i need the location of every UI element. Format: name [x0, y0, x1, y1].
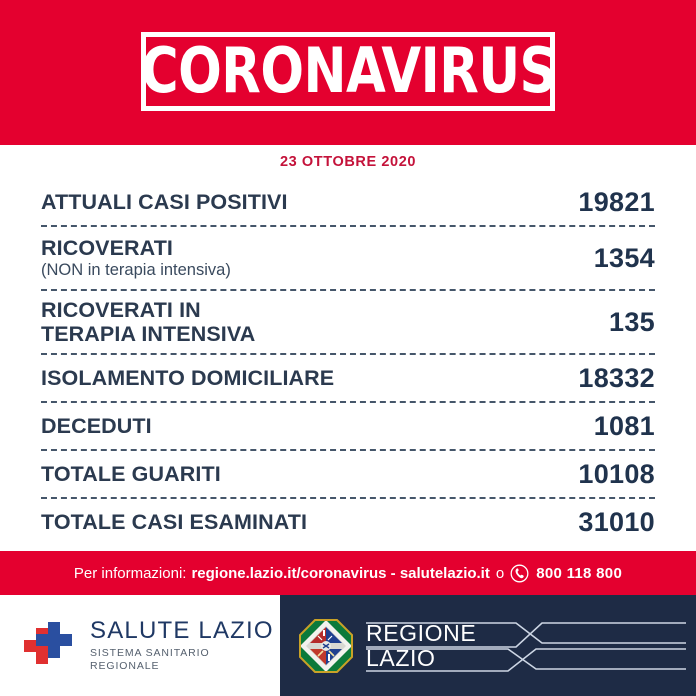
row-divider: [41, 225, 655, 227]
row-label-group: RICOVERATI (NON in terapia intensiva): [41, 236, 231, 280]
row-label: TOTALE GUARITI: [41, 462, 221, 486]
table-row: ISOLAMENTO DOMICILIARE 18332: [41, 355, 655, 401]
info-line: Per informazioni: regione.lazio.it/coron…: [74, 564, 622, 583]
salute-lazio-logo: SALUTE LAZIO SISTEMA SANITARIO REGIONALE: [0, 595, 280, 696]
table-row: RICOVERATI (NON in terapia intensiva) 13…: [41, 227, 655, 289]
row-label-group: ATTUALI CASI POSITIVI: [41, 190, 288, 214]
row-label-group: TOTALE GUARITI: [41, 462, 221, 486]
row-value: 1354: [593, 242, 655, 273]
table-row: TOTALE CASI ESAMINATI 31010: [41, 499, 655, 545]
table-row: TOTALE GUARITI 10108: [41, 451, 655, 497]
health-cross-icon: [22, 619, 76, 673]
regione-lazio-wordmark: REGIONE LAZIO: [366, 617, 686, 675]
row-sublabel: (NON in terapia intensiva): [41, 261, 231, 279]
page-title: CORONAVIRUS: [140, 34, 556, 108]
regione-line-1: REGIONE: [366, 619, 477, 646]
row-label: RICOVERATI IN: [41, 298, 201, 322]
phone-in-circle-icon: [510, 564, 529, 583]
table-row: ATTUALI CASI POSITIVI 19821: [41, 179, 655, 225]
row-divider: [41, 497, 655, 499]
row-label-second-line: TERAPIA INTENSIVA: [41, 322, 256, 346]
date-row: 23 OTTOBRE 2020: [0, 145, 696, 179]
row-label: ATTUALI CASI POSITIVI: [41, 190, 288, 214]
row-label-group: DECEDUTI: [41, 414, 152, 438]
regione-lazio-text: REGIONE LAZIO: [366, 619, 477, 671]
header-banner: CORONAVIRUS: [0, 0, 696, 145]
info-prefix: Per informazioni:: [73, 564, 187, 582]
salute-lazio-tagline: SISTEMA SANITARIO REGIONALE: [90, 647, 210, 672]
regione-line-2: LAZIO: [366, 644, 436, 671]
lazio-coat-of-arms-icon: [298, 618, 354, 674]
info-conjunction: o: [495, 564, 505, 582]
row-divider: [41, 401, 655, 403]
row-label: RICOVERATI: [41, 236, 173, 260]
report-date: 23 OTTOBRE 2020: [279, 154, 417, 170]
row-label-group: RICOVERATI IN TERAPIA INTENSIVA: [41, 298, 255, 346]
info-phone-number[interactable]: 800 118 800: [536, 564, 623, 582]
row-divider: [41, 353, 655, 355]
salute-lazio-text: SALUTE LAZIO SISTEMA SANITARIO REGIONALE: [90, 618, 280, 673]
stats-table: ATTUALI CASI POSITIVI 19821 RICOVERATI (…: [0, 179, 696, 545]
footer: SALUTE LAZIO SISTEMA SANITARIO REGIONALE: [0, 595, 696, 696]
row-value: 135: [609, 306, 655, 337]
table-row: RICOVERATI IN TERAPIA INTENSIVA 135: [41, 291, 655, 353]
row-value: 10108: [578, 458, 655, 489]
row-label: TOTALE CASI ESAMINATI: [41, 510, 308, 534]
row-value: 18332: [578, 362, 655, 393]
title-box: CORONAVIRUS: [140, 32, 556, 111]
row-label-group: TOTALE CASI ESAMINATI: [41, 510, 307, 534]
row-value: 31010: [578, 506, 655, 537]
row-divider: [41, 289, 655, 291]
row-label-group: ISOLAMENTO DOMICILIARE: [41, 366, 334, 390]
row-value: 19821: [578, 186, 655, 217]
row-label: ISOLAMENTO DOMICILIARE: [41, 366, 335, 390]
regione-lazio-logo: REGIONE LAZIO: [280, 595, 696, 696]
salute-lazio-name: SALUTE LAZIO: [90, 617, 274, 644]
row-divider: [41, 449, 655, 451]
info-bar: Per informazioni: regione.lazio.it/coron…: [0, 551, 696, 595]
row-value: 1081: [593, 410, 655, 441]
row-label: DECEDUTI: [41, 414, 152, 438]
info-websites[interactable]: regione.lazio.it/coronavirus - salutelaz…: [191, 564, 490, 582]
table-row: DECEDUTI 1081: [41, 403, 655, 449]
